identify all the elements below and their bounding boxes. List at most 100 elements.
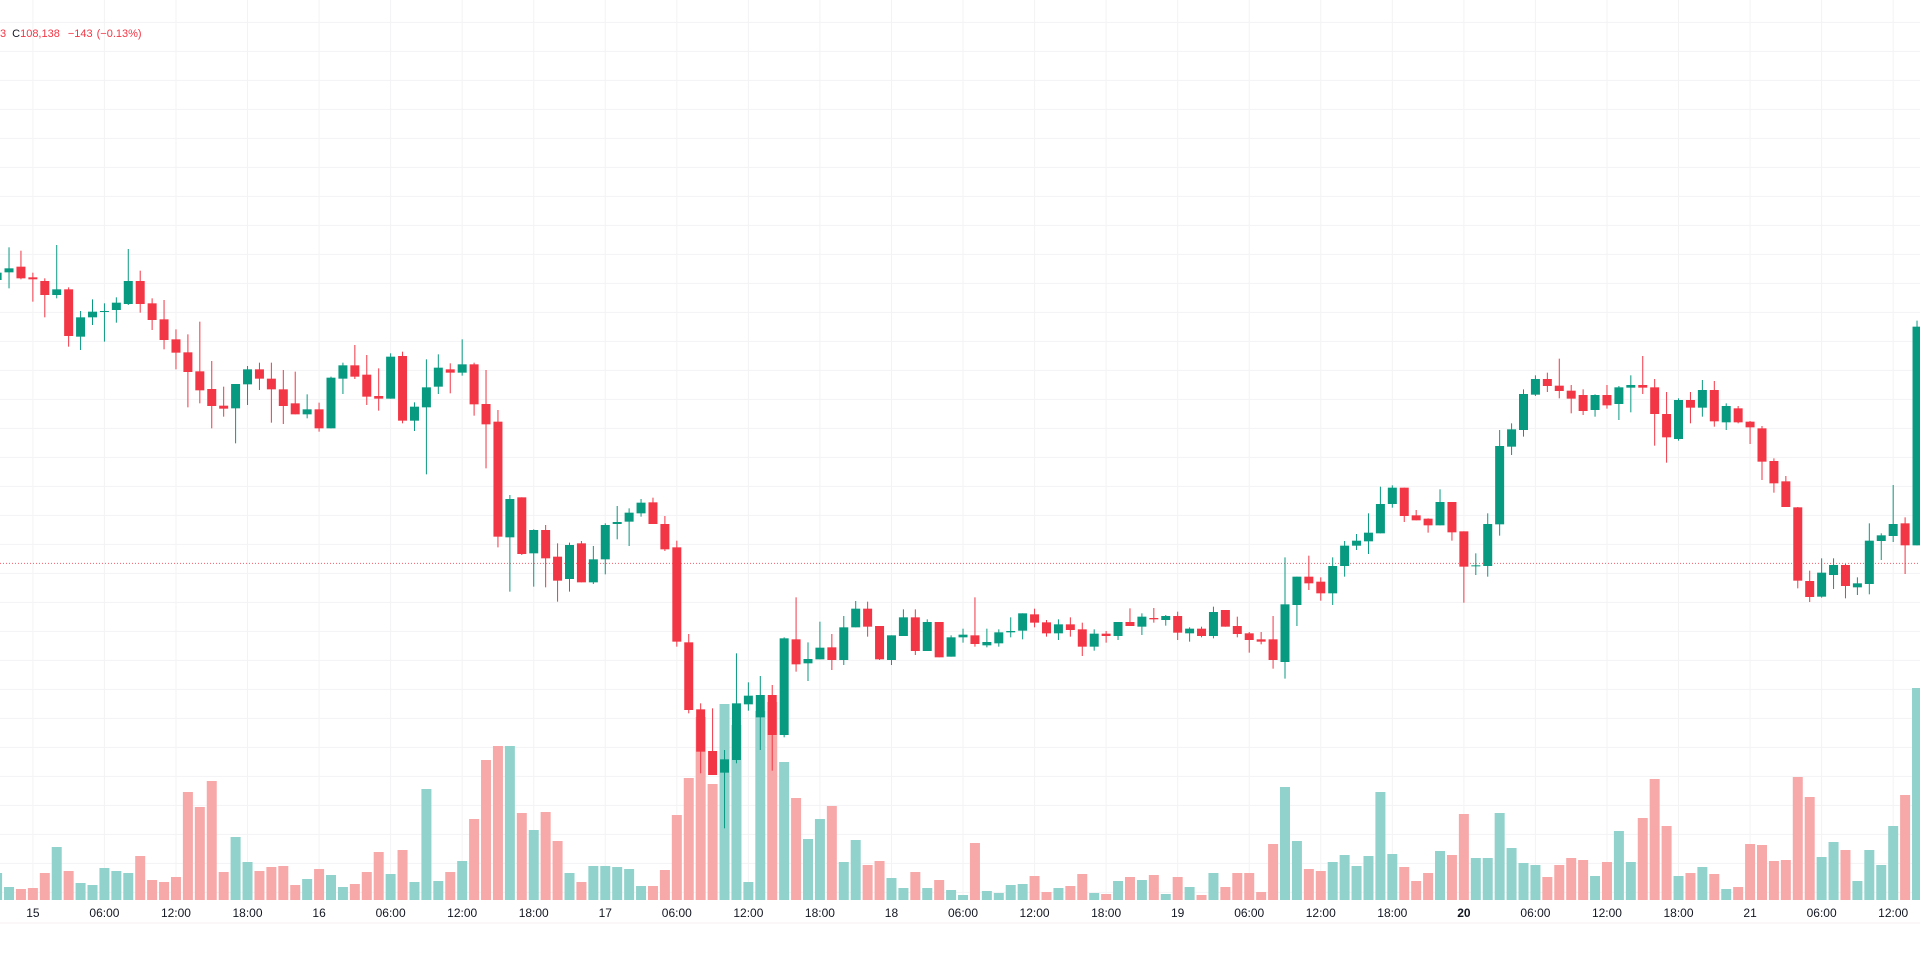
volume-bar xyxy=(433,881,444,900)
candle xyxy=(553,543,563,602)
candle-body xyxy=(1101,633,1111,636)
candle-body xyxy=(1185,628,1195,634)
time-tick-label: 12:00 xyxy=(1592,906,1622,920)
candle xyxy=(4,247,14,289)
candle xyxy=(1745,421,1755,444)
candle xyxy=(1208,606,1218,639)
volume-bar xyxy=(1327,862,1338,900)
candle-body xyxy=(684,642,694,710)
volume-bar xyxy=(1375,792,1386,900)
volume-bar xyxy=(1113,881,1124,900)
time-tick-label: 06:00 xyxy=(89,906,119,920)
time-tick-label: 21 xyxy=(1743,906,1757,920)
volume-bar xyxy=(1351,866,1362,900)
legend-change-pct: (−0.13%) xyxy=(96,28,142,40)
candle-body xyxy=(1495,446,1505,525)
candle-body xyxy=(52,289,62,295)
candle xyxy=(1900,517,1910,574)
candle xyxy=(1053,619,1063,640)
volume-bar xyxy=(1387,854,1398,900)
candle-body xyxy=(1256,639,1266,642)
volume-bar xyxy=(671,815,682,900)
volume-bar xyxy=(898,888,909,900)
grid-lines xyxy=(0,0,1920,900)
candle-body xyxy=(1483,524,1493,566)
volume-bar xyxy=(1757,845,1767,900)
candle xyxy=(755,676,765,750)
candle xyxy=(779,637,789,738)
candle-body xyxy=(1089,633,1099,647)
candle-body xyxy=(517,497,527,554)
candle xyxy=(1387,485,1397,508)
volume-bar xyxy=(290,885,301,900)
candle xyxy=(1840,564,1850,599)
candle xyxy=(1089,629,1099,651)
candle xyxy=(1411,510,1421,521)
volume-bar xyxy=(1542,877,1553,900)
candle xyxy=(1077,622,1087,656)
candle-body xyxy=(207,389,217,406)
candle-body xyxy=(1077,629,1087,647)
volume-bar xyxy=(791,798,802,900)
volume-bar xyxy=(1101,894,1112,900)
time-tick-label: 06:00 xyxy=(662,906,692,920)
volume-bar xyxy=(946,890,957,900)
volume-bar xyxy=(552,841,563,900)
candle-body xyxy=(624,512,634,522)
candle xyxy=(1554,358,1564,399)
volume-bar xyxy=(1446,855,1457,900)
volume-bar xyxy=(409,882,420,900)
volume-bar xyxy=(576,882,587,900)
volume-bar xyxy=(1685,873,1696,900)
candle-body xyxy=(1542,379,1552,386)
candle xyxy=(1876,533,1886,560)
volume-bar xyxy=(1649,779,1660,900)
candle xyxy=(684,634,694,714)
candle-body xyxy=(183,352,193,372)
candle-body xyxy=(398,356,408,421)
candle-body xyxy=(326,377,336,429)
candle xyxy=(183,334,193,408)
candle xyxy=(1912,320,1920,546)
candle xyxy=(326,376,336,429)
candle-body xyxy=(421,387,431,408)
volume-bar xyxy=(993,893,1004,900)
candle xyxy=(612,506,622,540)
candle xyxy=(1721,403,1731,430)
candle-body xyxy=(1638,385,1648,388)
candle-body xyxy=(28,277,38,280)
time-axis[interactable]: 15 06:00 12:00 18:00 16 06:00 12:00 18:00 17 06:0… xyxy=(26,906,1908,920)
volume-bar xyxy=(1912,688,1920,900)
volume-bar xyxy=(111,871,122,900)
candle xyxy=(600,523,610,575)
volume-bar xyxy=(481,760,492,900)
candle xyxy=(1638,356,1648,394)
candle xyxy=(1435,489,1445,526)
volume-bar xyxy=(969,843,980,900)
candle-body xyxy=(1602,395,1612,406)
volume-bar xyxy=(1339,855,1350,900)
ohlc-legend: 3 C108,138 −143 (−0.13%) xyxy=(0,27,142,41)
volume-bar xyxy=(1900,795,1911,900)
candle xyxy=(505,495,515,592)
candle-body xyxy=(1697,390,1707,408)
candle-body xyxy=(1137,616,1147,627)
volume-bar xyxy=(1673,876,1684,900)
volume-bar xyxy=(707,784,718,900)
volume-bar xyxy=(981,891,992,900)
candle xyxy=(362,355,372,405)
candle xyxy=(1363,513,1373,554)
candle-body xyxy=(541,530,551,559)
volume-bar xyxy=(27,888,38,900)
volume-bar xyxy=(1804,797,1815,900)
volume-bar xyxy=(1280,787,1290,900)
candle-body xyxy=(1042,622,1051,634)
time-tick-label: 17 xyxy=(599,906,613,920)
volume-bar xyxy=(75,883,86,900)
volume-bar xyxy=(1506,848,1517,900)
volume-bar xyxy=(51,847,62,900)
candle xyxy=(863,601,873,637)
candle-body xyxy=(135,281,145,304)
candle xyxy=(1280,557,1290,679)
